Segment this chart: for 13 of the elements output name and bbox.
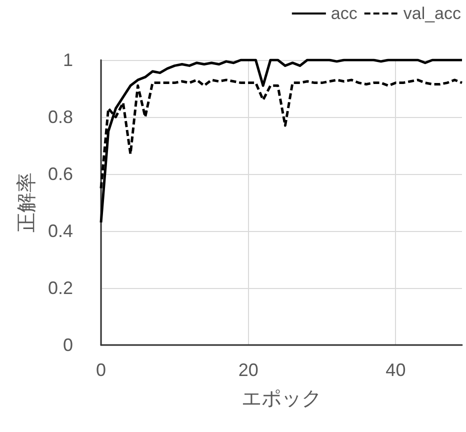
- x-axis-title: エポック: [242, 388, 322, 410]
- y-tick-label: 0.4: [48, 221, 73, 241]
- y-tick-label: 0.2: [48, 278, 73, 298]
- legend-label: val_acc: [403, 4, 462, 23]
- x-tick-label: 20: [238, 360, 258, 380]
- y-axis-title: 正解率: [16, 172, 38, 232]
- y-tick-label: 0: [62, 335, 73, 355]
- y-tick-label: 0.8: [48, 107, 73, 127]
- y-tick-label: 0.6: [48, 164, 73, 184]
- y-tick-label: 1: [62, 50, 73, 70]
- x-tick-label: 0: [96, 360, 106, 380]
- x-tick-label: 40: [386, 360, 406, 380]
- legend-label: acc: [330, 4, 358, 23]
